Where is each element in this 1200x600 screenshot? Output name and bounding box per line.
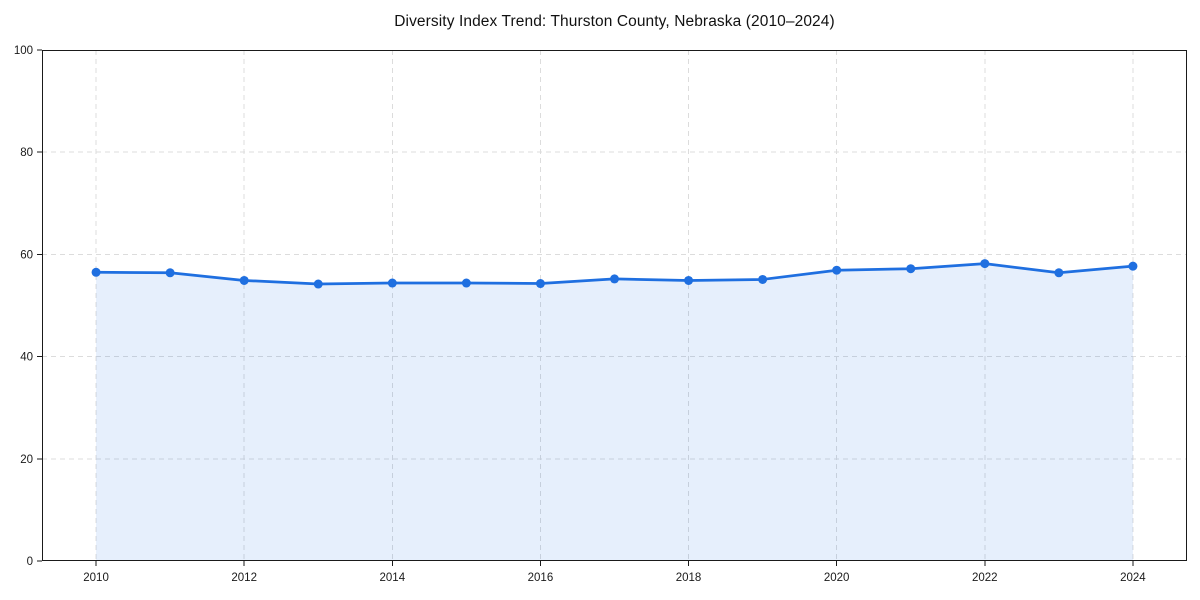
data-point-2017 bbox=[610, 274, 619, 284]
x-tick-label-2018: 2018 bbox=[676, 572, 702, 584]
data-point-2023 bbox=[1054, 268, 1064, 278]
x-tick-label-2020: 2020 bbox=[824, 572, 850, 584]
data-point-2024 bbox=[1128, 261, 1138, 271]
y-tick-label-100: 100 bbox=[14, 45, 33, 57]
data-point-2014 bbox=[387, 278, 397, 288]
x-tick-label-2014: 2014 bbox=[380, 572, 406, 584]
y-tick-label-20: 20 bbox=[20, 454, 33, 466]
y-tick-label-80: 80 bbox=[20, 147, 33, 159]
x-tick-label-2010: 2010 bbox=[83, 572, 109, 584]
data-point-2022 bbox=[980, 259, 990, 269]
data-point-2021 bbox=[906, 264, 916, 274]
chart-title: Diversity Index Trend: Thurston County, … bbox=[394, 13, 835, 30]
data-point-2010 bbox=[91, 267, 101, 277]
x-tick-label-2012: 2012 bbox=[231, 572, 257, 584]
data-point-2013 bbox=[313, 279, 323, 289]
x-tick-label-2024: 2024 bbox=[1120, 572, 1146, 584]
data-point-2015 bbox=[461, 278, 471, 288]
y-tick-label-40: 40 bbox=[20, 352, 33, 364]
data-point-2012 bbox=[239, 275, 249, 285]
series-area-fill bbox=[96, 263, 1133, 561]
data-point-2016 bbox=[535, 279, 545, 289]
y-tick-label-60: 60 bbox=[20, 249, 33, 261]
data-point-2018 bbox=[684, 275, 694, 285]
x-tick-label-2016: 2016 bbox=[528, 572, 554, 584]
data-point-2011 bbox=[165, 268, 175, 278]
x-tick-label-2022: 2022 bbox=[972, 572, 998, 584]
data-point-2020 bbox=[832, 265, 842, 275]
data-point-2019 bbox=[758, 274, 768, 284]
y-tick-label-0: 0 bbox=[27, 556, 33, 568]
plot-border bbox=[42, 50, 1187, 561]
